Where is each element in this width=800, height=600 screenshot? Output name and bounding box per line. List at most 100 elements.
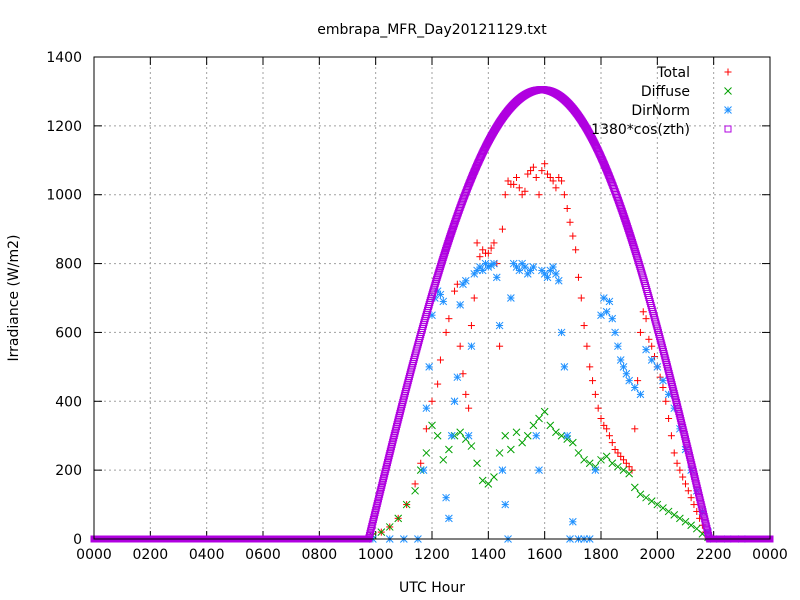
data-point bbox=[541, 160, 549, 168]
data-point bbox=[687, 494, 695, 502]
data-point bbox=[688, 461, 696, 469]
data-point bbox=[628, 237, 636, 245]
data-point bbox=[677, 417, 685, 425]
data-point bbox=[630, 242, 638, 250]
data-point bbox=[396, 407, 404, 415]
data-point bbox=[390, 434, 398, 442]
data-point bbox=[670, 511, 679, 519]
x-tick-label: 1000 bbox=[358, 547, 394, 563]
data-point bbox=[378, 479, 386, 487]
data-point bbox=[682, 435, 689, 443]
data-point bbox=[683, 440, 691, 448]
data-point bbox=[630, 244, 638, 252]
data-point bbox=[498, 225, 506, 233]
data-point bbox=[371, 511, 379, 519]
data-point bbox=[670, 389, 678, 397]
data-point bbox=[379, 477, 387, 485]
data-point bbox=[558, 177, 566, 185]
data-point bbox=[371, 509, 379, 517]
data-point bbox=[630, 383, 639, 392]
data-point bbox=[670, 449, 678, 457]
data-point bbox=[373, 499, 381, 507]
y-tick-label: 800 bbox=[55, 257, 82, 273]
data-point bbox=[507, 445, 515, 454]
data-point bbox=[546, 421, 555, 430]
data-point bbox=[501, 191, 509, 199]
data-point bbox=[552, 184, 560, 192]
data-point bbox=[611, 328, 619, 337]
data-point bbox=[675, 407, 683, 415]
data-point bbox=[693, 482, 701, 490]
data-point bbox=[523, 431, 532, 440]
data-point bbox=[666, 372, 674, 380]
data-point bbox=[664, 365, 672, 373]
data-point bbox=[669, 385, 677, 393]
x-tick-label: 0400 bbox=[189, 547, 225, 563]
data-point bbox=[560, 363, 569, 371]
data-point bbox=[675, 410, 683, 418]
data-point bbox=[622, 369, 631, 378]
data-point bbox=[501, 431, 510, 440]
data-point bbox=[560, 191, 568, 199]
data-point bbox=[614, 342, 622, 351]
data-point bbox=[684, 447, 692, 455]
data-point bbox=[428, 421, 436, 430]
data-point bbox=[393, 420, 401, 428]
data-point bbox=[589, 377, 597, 385]
data-point bbox=[365, 534, 373, 542]
data-point bbox=[411, 486, 419, 495]
y-axis-label: Irradiance (W/m2) bbox=[6, 235, 22, 362]
data-point bbox=[478, 476, 487, 485]
legend-label: 1380*cos(zth) bbox=[591, 122, 690, 138]
data-point bbox=[445, 514, 453, 523]
data-point bbox=[660, 350, 668, 358]
x-tick-label: 1600 bbox=[527, 547, 563, 563]
data-point bbox=[642, 345, 650, 354]
data-point bbox=[661, 354, 669, 362]
data-point bbox=[385, 454, 393, 462]
data-point bbox=[690, 501, 698, 509]
data-point bbox=[450, 397, 459, 406]
data-point bbox=[367, 527, 375, 535]
data-point bbox=[679, 426, 687, 434]
data-point bbox=[678, 421, 686, 429]
data-point bbox=[515, 184, 523, 192]
data-point bbox=[619, 466, 628, 474]
data-point bbox=[490, 259, 498, 268]
data-point bbox=[639, 308, 647, 316]
data-point bbox=[700, 512, 708, 520]
data-point bbox=[693, 484, 701, 492]
data-point bbox=[614, 462, 622, 471]
data-point bbox=[535, 414, 543, 423]
data-point bbox=[376, 488, 384, 496]
data-point bbox=[535, 466, 543, 474]
data-point bbox=[422, 404, 431, 413]
y-tick-label: 1000 bbox=[46, 188, 82, 204]
x-axis-label: UTC Hour bbox=[399, 580, 465, 596]
data-point bbox=[690, 470, 698, 478]
data-point bbox=[465, 404, 473, 412]
data-point bbox=[399, 398, 407, 406]
data-point bbox=[473, 239, 481, 247]
data-point bbox=[698, 503, 706, 511]
data-point bbox=[377, 483, 385, 491]
data-point bbox=[557, 431, 566, 440]
data-point bbox=[377, 486, 385, 494]
data-point bbox=[529, 263, 538, 271]
data-point bbox=[696, 496, 704, 504]
legend-marker bbox=[724, 87, 732, 95]
data-point bbox=[543, 273, 552, 282]
data-point bbox=[682, 437, 690, 445]
ticks: 0000 0200 0400 0600 0800 1000 1200 1400 1600 1800… bbox=[46, 50, 787, 563]
data-point bbox=[694, 486, 702, 494]
data-point bbox=[586, 363, 594, 371]
data-point bbox=[676, 412, 684, 420]
data-point bbox=[367, 525, 375, 533]
data-point bbox=[456, 428, 465, 437]
data-point bbox=[436, 263, 444, 271]
data-point bbox=[387, 445, 395, 453]
data-point bbox=[673, 401, 681, 409]
data-point bbox=[627, 233, 635, 241]
data-point bbox=[608, 459, 617, 468]
